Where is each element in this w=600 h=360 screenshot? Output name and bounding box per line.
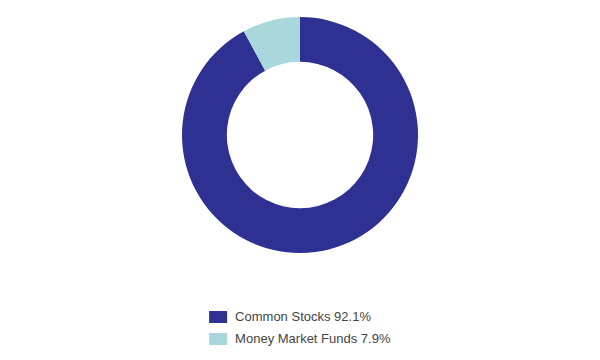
legend-swatch — [209, 311, 227, 323]
slice — [182, 17, 418, 253]
legend-label: Money Market Funds 7.9% — [235, 331, 391, 346]
legend-item: Common Stocks 92.1% — [209, 309, 371, 324]
legend: Common Stocks 92.1% Money Market Funds 7.… — [209, 309, 391, 346]
legend-item: Money Market Funds 7.9% — [209, 331, 391, 346]
legend-label: Common Stocks 92.1% — [235, 309, 371, 324]
legend-swatch — [209, 333, 227, 345]
slice — [244, 17, 300, 71]
chart: Common Stocks 92.1% Money Market Funds 7.… — [0, 0, 600, 360]
slices — [182, 17, 418, 253]
